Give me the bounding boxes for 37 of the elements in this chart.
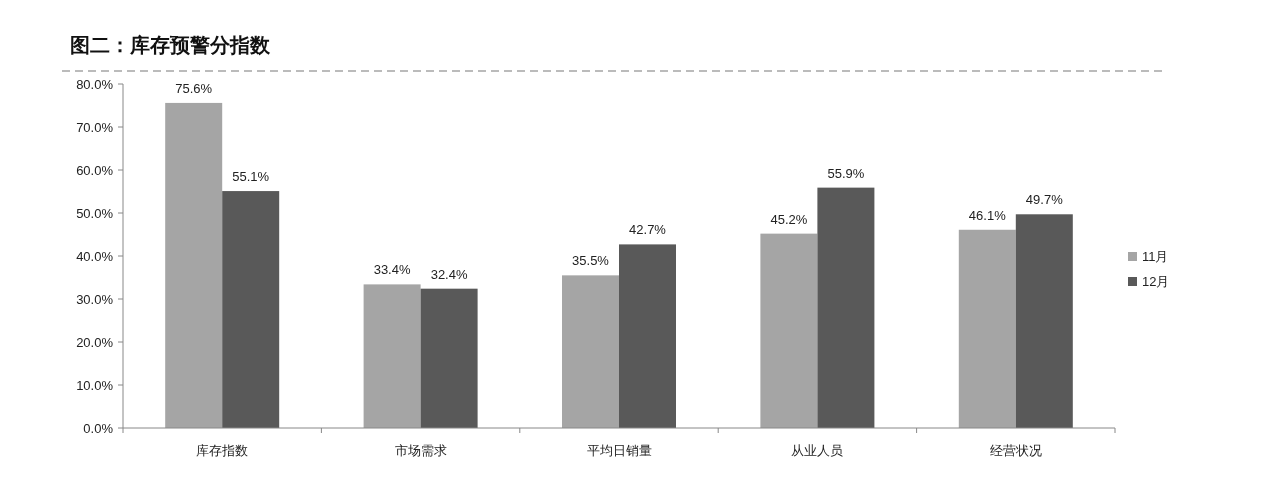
chart-title: 图二：库存预警分指数 bbox=[70, 34, 271, 56]
x-tick-label: 市场需求 bbox=[394, 443, 447, 458]
bar bbox=[619, 244, 676, 428]
y-tick-label: 40.0% bbox=[76, 248, 114, 264]
data-label: 35.5% bbox=[572, 253, 610, 269]
bar bbox=[222, 191, 280, 428]
data-label: 49.7% bbox=[1025, 192, 1064, 208]
y-tick-label: 70.0% bbox=[76, 119, 114, 135]
y-tick-label: 50.0% bbox=[76, 205, 114, 221]
data-label: 32.4% bbox=[430, 266, 468, 282]
bar bbox=[1015, 214, 1073, 428]
y-tick-label: 60.0% bbox=[76, 162, 114, 178]
data-label: 46.1% bbox=[968, 207, 1007, 223]
y-tick-label: 0.0% bbox=[83, 420, 114, 436]
y-tick-label: 30.0% bbox=[76, 291, 114, 307]
data-label: 55.1% bbox=[232, 169, 270, 185]
legend-label: 12月 bbox=[1142, 274, 1170, 289]
data-label: 45.2% bbox=[770, 211, 808, 227]
bar bbox=[420, 288, 478, 428]
legend-label: 11月 bbox=[1142, 249, 1169, 264]
bar bbox=[165, 102, 223, 428]
bar bbox=[760, 233, 818, 428]
data-label: 33.4% bbox=[373, 262, 411, 278]
x-tick-label: 从业人员 bbox=[791, 443, 844, 458]
bar bbox=[363, 284, 421, 428]
x-tick-label: 平均日销量 bbox=[586, 443, 652, 458]
y-tick-label: 10.0% bbox=[76, 377, 114, 393]
y-tick-label: 80.0% bbox=[76, 76, 114, 92]
bar bbox=[562, 275, 619, 428]
y-tick-label: 20.0% bbox=[76, 334, 114, 350]
data-label: 75.6% bbox=[175, 80, 213, 96]
data-label: 55.9% bbox=[827, 165, 865, 181]
data-label: 42.7% bbox=[629, 222, 667, 238]
bar bbox=[958, 229, 1016, 428]
x-tick-label: 库存指数 bbox=[196, 443, 249, 458]
x-tick-label: 经营状况 bbox=[989, 443, 1042, 458]
bar bbox=[817, 187, 875, 428]
